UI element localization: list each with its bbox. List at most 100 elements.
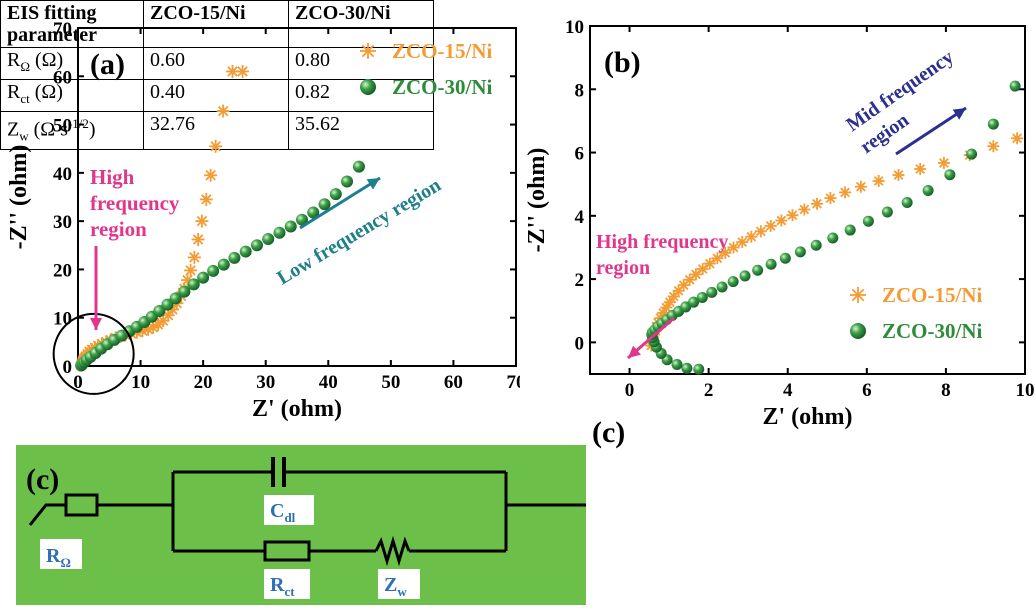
circuit-wires: [28, 470, 586, 553]
eis-fitting-table-panel: EIS fitting parameter ZCO-15/Ni ZCO-30/N…: [0, 0, 436, 150]
y-tick-label: 50: [53, 116, 72, 137]
data-point: [987, 118, 999, 130]
data-point: [689, 268, 702, 281]
table-cell-value: 35.62: [288, 111, 434, 150]
annotation-high-frequency: High: [90, 165, 135, 189]
data-point: [892, 169, 905, 182]
data-point: [209, 139, 223, 153]
data-point: [671, 359, 683, 371]
data-point: [329, 188, 342, 201]
capacitor-c-dl: [271, 457, 286, 487]
x-tick-label: 2: [704, 380, 714, 401]
data-point: [862, 215, 874, 227]
svg-text:Zw: Zw: [384, 574, 407, 599]
eis-fitting-table: EIS fitting parameter ZCO-15/Ni ZCO-30/N…: [0, 0, 434, 150]
data-point: [754, 225, 767, 238]
svg-text:Cdl: Cdl: [270, 500, 296, 525]
legend-marker: [850, 323, 866, 339]
data-point: [262, 233, 275, 246]
x-tick-label: 8: [941, 380, 951, 401]
table-header-parameter: EIS fitting parameter: [0, 0, 144, 48]
data-point: [688, 296, 700, 308]
data-point: [706, 286, 718, 298]
data-point: [966, 148, 978, 160]
data-point: [352, 160, 365, 173]
legend-item: ZCO-30/Ni: [360, 75, 493, 99]
data-point: [341, 175, 354, 188]
data-point: [922, 185, 934, 197]
data-point: [752, 264, 764, 276]
annotation-high-frequency-b: region: [596, 257, 650, 279]
y-tick-label: 0: [63, 357, 73, 378]
data-point: [284, 220, 297, 233]
data-point: [307, 206, 320, 219]
circuit-panel-label: (c): [26, 463, 59, 496]
data-point: [779, 252, 791, 264]
data-point: [1009, 80, 1021, 92]
y-tick-label: 2: [575, 270, 585, 291]
y-tick-label: 6: [575, 144, 585, 165]
data-point: [765, 258, 777, 270]
table-cell-param: Zw (Ω s-1/2): [0, 111, 144, 150]
label-r-omega: RΩ: [40, 539, 82, 570]
data-point: [987, 140, 1000, 153]
resistor-r-omega: [64, 493, 99, 517]
data-point: [696, 291, 708, 303]
x-tick-label: 50: [381, 372, 400, 393]
y-tick-label: 60: [53, 67, 72, 88]
data-point: [250, 239, 263, 252]
table-header-row: EIS fitting parameter ZCO-15/Ni ZCO-30/N…: [0, 0, 434, 48]
data-point: [839, 186, 852, 199]
data-point: [716, 281, 728, 293]
table-panel-label: (c): [592, 416, 626, 449]
legend-item: ZCO-15/Ni: [850, 283, 983, 307]
equivalent-circuit: (c) RΩ Cdl Rct Zw: [16, 445, 586, 605]
y-axis-label: -Z'' (ohm): [6, 145, 32, 250]
data-point: [824, 192, 837, 205]
data-point: [195, 214, 209, 228]
data-point: [736, 236, 749, 249]
label-r-ct: Rct: [264, 569, 310, 599]
x-tick-label: 0: [73, 372, 83, 393]
arrow-high-frequency-b: [627, 316, 675, 360]
data-point: [798, 203, 811, 216]
data-point: [745, 230, 758, 243]
data-point: [881, 206, 893, 218]
legend-label: ZCO-15/Ni: [392, 39, 493, 63]
data-point: [187, 250, 201, 264]
y-tick-label: 8: [575, 80, 585, 101]
y-tick-label: 10: [565, 17, 584, 38]
table-header-zco15: ZCO-15/Ni: [143, 0, 289, 48]
table-row: Rct (Ω) 0.40 0.82: [0, 79, 434, 112]
chart-b-plot: 0 2 4 6 8 10 0 2 4 6 8 10 Z' (ohm) -Z'' (ohm) (b) ZCO-1…: [524, 17, 1035, 430]
data-point: [181, 273, 194, 287]
x-axis-label: Z' (ohm): [763, 404, 853, 430]
data-point: [944, 169, 956, 181]
data-point: [680, 301, 692, 313]
data-point: [184, 263, 198, 277]
x-tick-label: 40: [319, 372, 338, 393]
x-tick-label: 10: [1016, 380, 1035, 401]
data-point: [703, 257, 716, 270]
y-tick-label: 70: [53, 19, 72, 40]
data-point: [161, 298, 174, 311]
annotation-high-frequency-b: High frequency: [596, 231, 728, 253]
data-point: [207, 264, 220, 277]
annotation-high-frequency: frequency: [90, 191, 180, 215]
legend-label: ZCO-30/Ni: [882, 319, 983, 343]
legend-label: ZCO-15/Ni: [882, 283, 983, 307]
data-point: [854, 180, 867, 193]
legend-marker: [360, 79, 376, 95]
data-point: [872, 175, 885, 188]
annotation-high-frequency: region: [90, 217, 147, 241]
plot-frame: [589, 25, 1026, 375]
data-point: [169, 292, 182, 305]
panel-label: (b): [604, 46, 641, 79]
data-point: [191, 232, 205, 246]
y-tick-label: 30: [53, 212, 72, 233]
data-point: [739, 270, 751, 282]
y-tick-label: 20: [53, 260, 72, 281]
legend-item: ZCO-15/Ni: [360, 39, 493, 63]
data-point: [696, 262, 709, 275]
warburg-z-w: [374, 535, 411, 567]
